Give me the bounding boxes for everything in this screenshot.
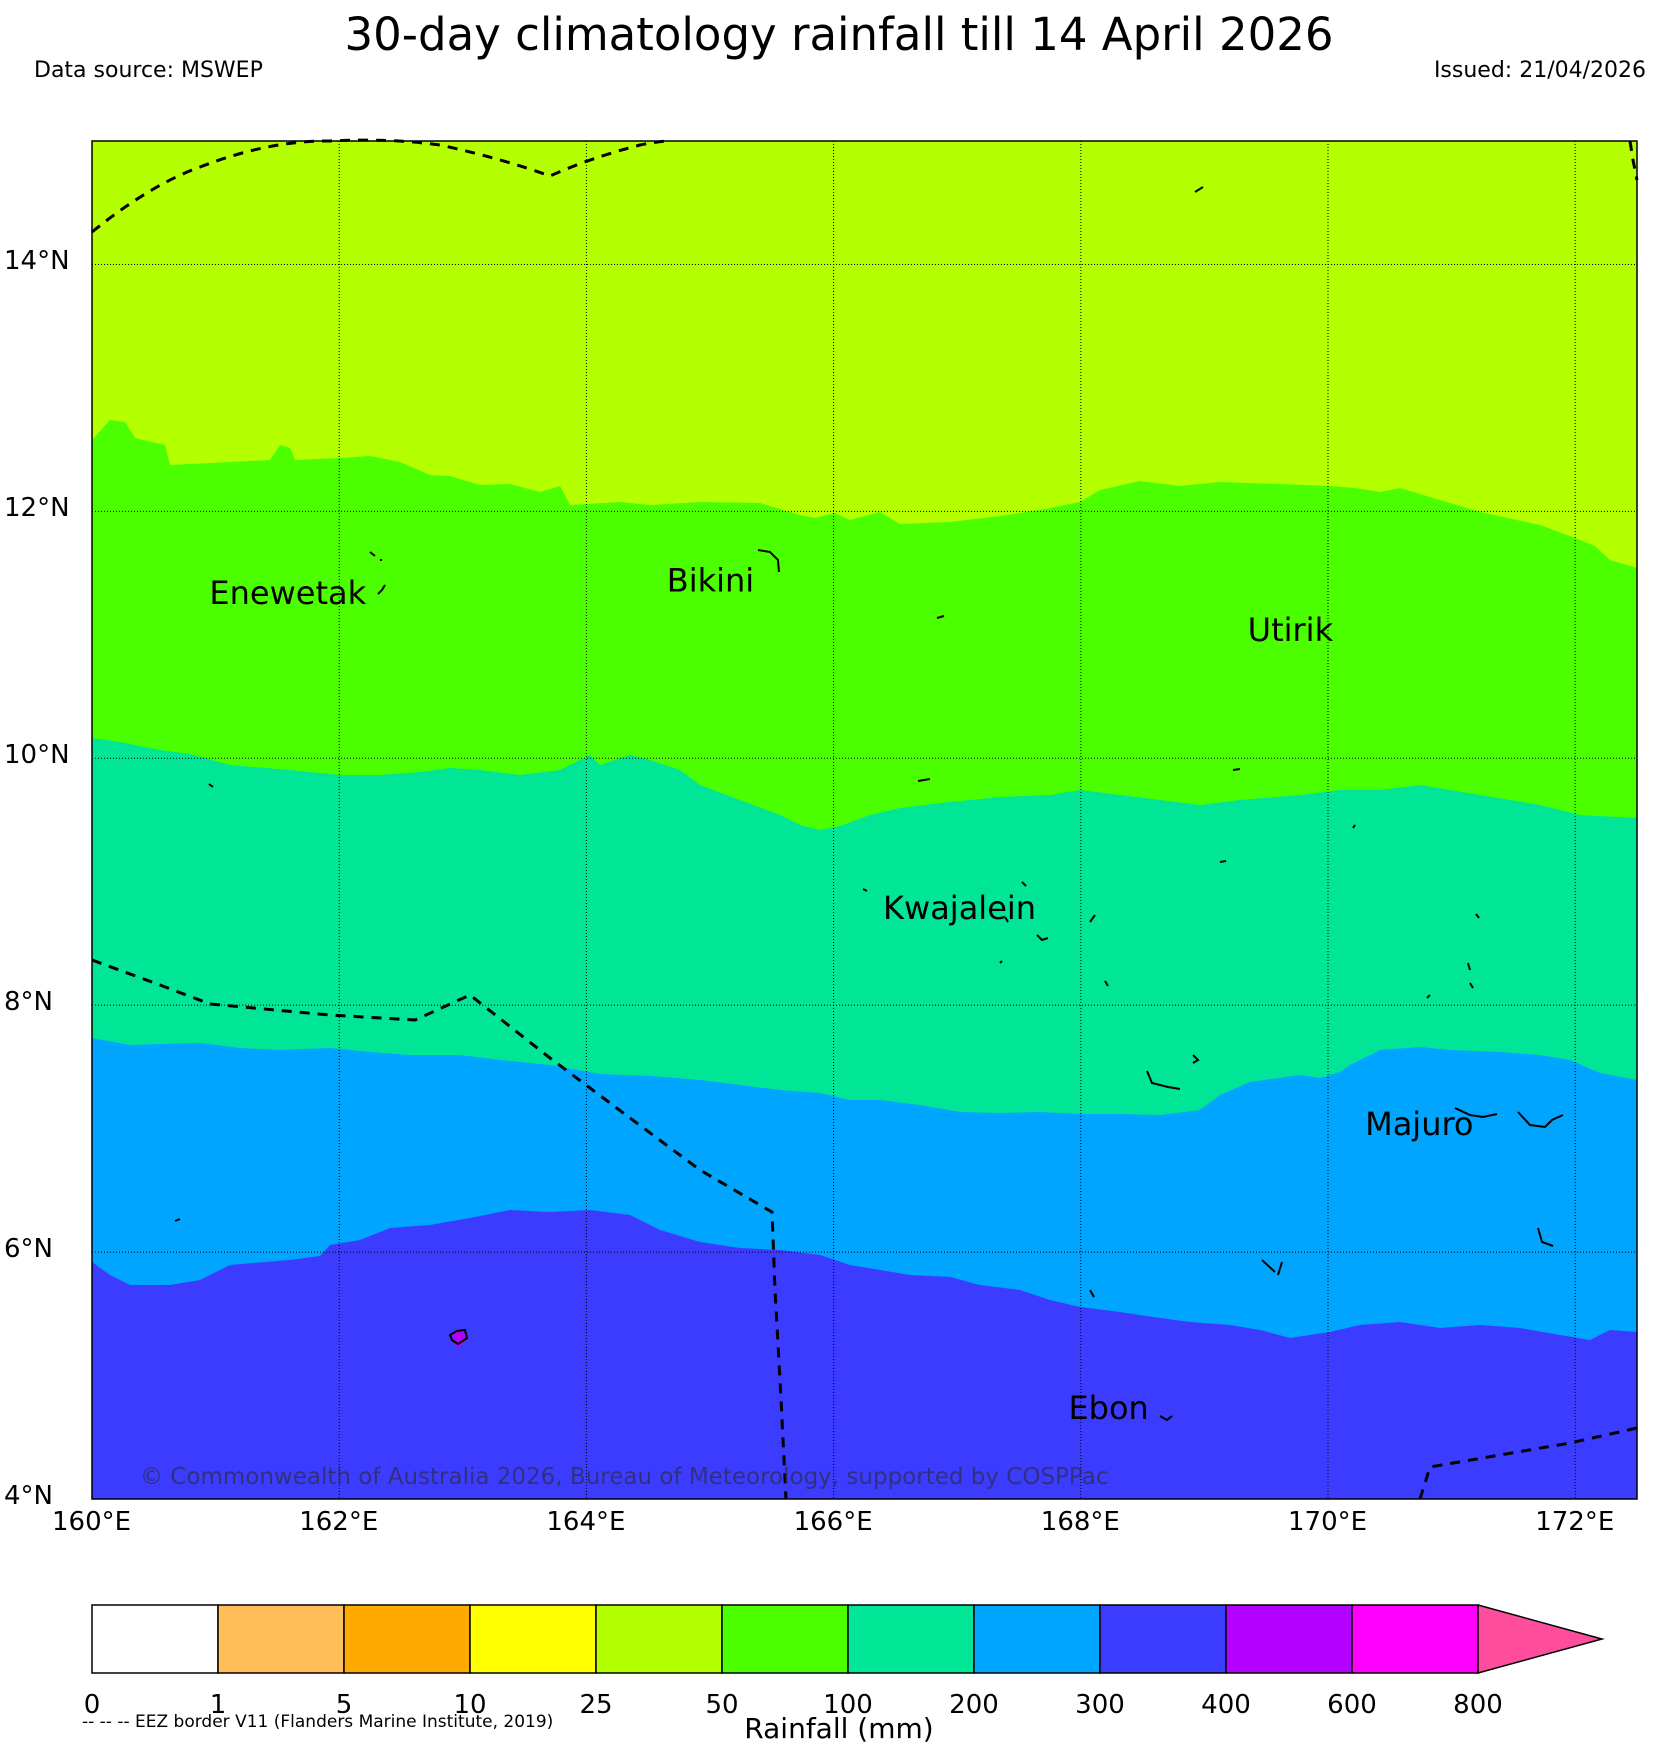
y-tick-label: 10°N: [4, 740, 70, 771]
y-tick-label: 14°N: [4, 246, 70, 277]
colorbar-title: Rainfall (mm): [744, 1712, 934, 1745]
colorbar-swatch: [847, 1604, 975, 1674]
y-tick-label: 4°N: [4, 1481, 53, 1511]
map-title: 30-day climatology rainfall till 14 Apri…: [344, 8, 1334, 61]
colorbar-tick-label: 1: [209, 1690, 227, 1720]
x-tick-label: 164°E: [546, 1507, 626, 1537]
colorbar-swatch: [469, 1604, 597, 1674]
band-300-400: [92, 1210, 1637, 1499]
colorbar-swatch: [1099, 1604, 1227, 1674]
y-tick-label: 8°N: [4, 987, 53, 1018]
colorbar-tick-label: 200: [949, 1690, 999, 1720]
island-outlines: [174, 186, 1564, 1422]
colorbar-tick-label: 50: [705, 1690, 739, 1720]
issued-date-label: Issued: 21/04/2026: [1433, 58, 1646, 83]
colorbar-tick-label: 25: [579, 1690, 613, 1720]
colorbar-swatch: [721, 1604, 849, 1674]
place-label-bikini: Bikini: [667, 562, 754, 600]
x-tick-label: 160°E: [52, 1507, 132, 1537]
colorbar-swatch: [91, 1604, 219, 1674]
colorbar-tick-label: 5: [335, 1690, 353, 1720]
x-tick-label: 170°E: [1288, 1507, 1368, 1537]
place-label-kwajalein: Kwajalein: [883, 889, 1036, 927]
place-label-ebon: Ebon: [1068, 1389, 1148, 1427]
colorbar-tick-label: 0: [83, 1690, 101, 1720]
colorbar-swatch: [595, 1604, 723, 1674]
data-source-label: Data source: MSWEP: [34, 58, 263, 83]
colorbar-tick-label: 400: [1201, 1690, 1251, 1720]
map-frame: [91, 140, 1638, 1500]
y-tick-label: 6°N: [4, 1234, 53, 1265]
colorbar-tick-label: 10: [453, 1690, 487, 1720]
colorbar-swatch: [217, 1604, 345, 1674]
colorbar-swatch: [973, 1604, 1101, 1674]
place-labels: Enewetak Bikini Utirik Kwajalein Majuro Ebon: [209, 562, 1473, 1427]
colorbar-extend-arrow: [1477, 1604, 1605, 1674]
colorbar-swatch: [1225, 1604, 1353, 1674]
colorbar-swatch: [343, 1604, 471, 1674]
rainfall-field: [92, 141, 1637, 1499]
colorbar-tick-label: 100: [823, 1690, 873, 1720]
place-label-enewetak: Enewetak: [209, 574, 366, 612]
y-tick-label: 12°N: [4, 493, 70, 524]
colorbar-swatch: [1351, 1604, 1479, 1674]
colorbar-tick-label: 600: [1327, 1690, 1377, 1720]
colorbar: [91, 1604, 1605, 1674]
lat-lon-grid: [92, 141, 1637, 1499]
x-tick-label: 166°E: [793, 1507, 873, 1537]
colorbar-tick-label: 300: [1075, 1690, 1125, 1720]
x-tick-label: 168°E: [1040, 1507, 1120, 1537]
colorbar-tick-label: 800: [1453, 1690, 1503, 1720]
x-tick-label: 172°E: [1535, 1507, 1615, 1537]
place-label-utirik: Utirik: [1248, 611, 1334, 649]
x-tick-label: 162°E: [299, 1507, 379, 1537]
eez-border-note: -- -- -- EEZ border V11 (Flanders Marine…: [82, 1712, 554, 1732]
copyright-notice: © Commonwealth of Australia 2026, Bureau…: [140, 1464, 1109, 1490]
place-label-majuro: Majuro: [1365, 1105, 1473, 1143]
eez-borders: [91, 138, 1639, 1500]
